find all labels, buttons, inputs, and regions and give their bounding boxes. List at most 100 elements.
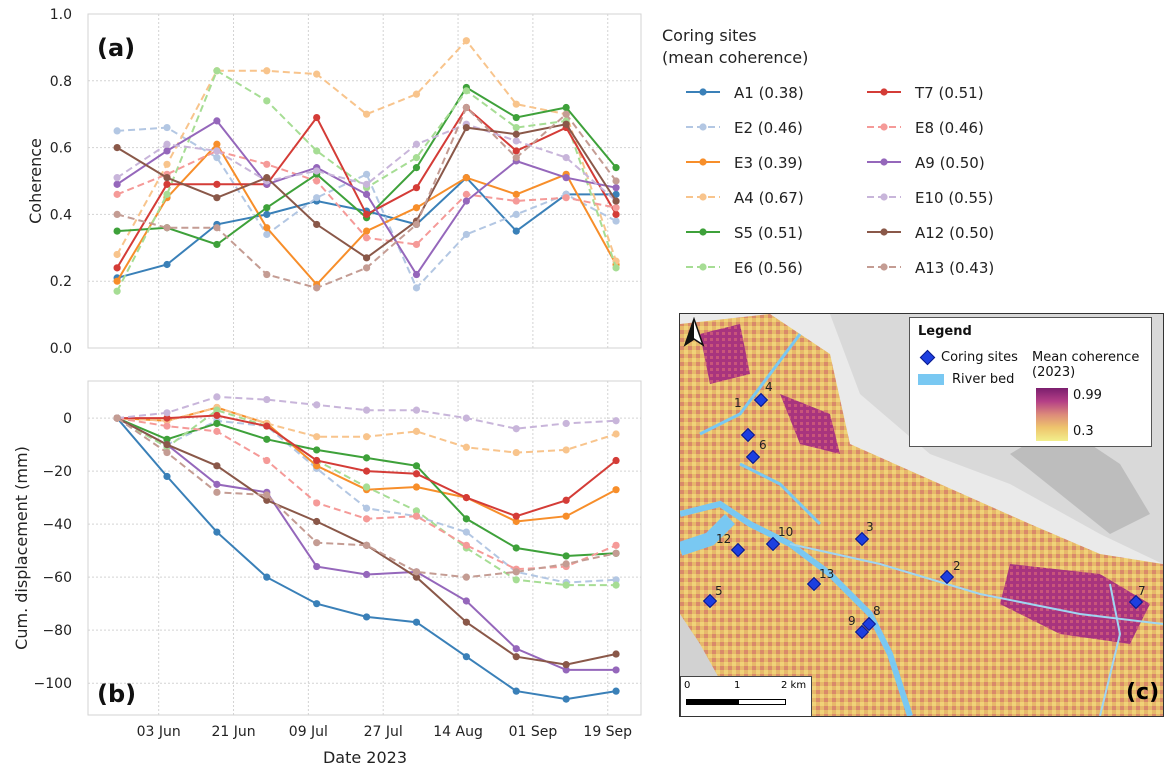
data-point [362, 433, 371, 441]
data-point [313, 539, 321, 547]
data-point [113, 127, 121, 135]
y-tick-label: 0.8 [50, 74, 72, 90]
data-point [213, 147, 221, 155]
data-point [213, 67, 221, 75]
data-point [362, 210, 371, 218]
data-point [213, 419, 221, 428]
site-label: 2 [953, 559, 961, 573]
data-point [462, 37, 470, 45]
data-point [213, 240, 221, 249]
data-point [612, 650, 620, 658]
data-point [213, 180, 221, 188]
data-point [612, 581, 620, 589]
data-point [113, 227, 121, 235]
site-label: 9 [848, 614, 856, 628]
data-point [213, 528, 221, 536]
legend-entry-A12: A12 (0.50) [867, 224, 994, 242]
legend-label: A12 (0.50) [915, 224, 994, 242]
data-point [313, 462, 321, 470]
colorbar-title-line2: (2023) [1032, 365, 1076, 380]
data-point [512, 123, 520, 132]
scale-bar: 0 1 2 km [680, 676, 812, 716]
data-point [612, 197, 620, 205]
data-point [612, 204, 620, 212]
data-point [412, 568, 421, 576]
data-point [313, 446, 321, 454]
data-point [512, 448, 520, 457]
data-point [213, 406, 221, 414]
site-label: 4 [765, 380, 773, 394]
y-tick-label: −60 [42, 570, 72, 586]
data-point [462, 597, 470, 605]
data-point [362, 613, 371, 621]
data-point [512, 100, 520, 108]
data-point [362, 234, 371, 242]
data-point [362, 110, 371, 118]
data-point [512, 113, 520, 122]
data-point [412, 470, 421, 478]
panel-a-coherence: 0.0 0.2 0.4 0.6 0.8 1.0 (a) Coherence [26, 7, 642, 357]
data-point [163, 160, 171, 168]
data-point [263, 224, 271, 232]
data-point [113, 180, 121, 188]
data-point [412, 284, 421, 292]
data-point [313, 456, 321, 465]
data-point [362, 570, 371, 579]
data-point [163, 190, 171, 198]
scale-tick: 2 km [781, 680, 807, 691]
data-point [612, 666, 620, 674]
scale-tick: 1 [734, 680, 741, 691]
map-legend: Legend Coring sites River bed Mean coher… [909, 317, 1152, 447]
data-point [512, 227, 520, 235]
data-point [512, 137, 520, 145]
scale-tick: 0 [684, 680, 691, 691]
legend: Coring sites (mean coherence) A1 (0.38) T… [662, 26, 994, 277]
data-point [612, 177, 620, 185]
data-point [213, 488, 221, 496]
data-point [163, 180, 171, 188]
data-point [462, 528, 470, 536]
data-point [462, 414, 470, 422]
data-point [562, 154, 570, 162]
data-point [412, 90, 421, 98]
colorbar [1036, 388, 1068, 441]
data-point [462, 123, 470, 132]
data-point [113, 414, 121, 422]
data-point [562, 552, 570, 560]
data-point [313, 167, 321, 175]
colorbar-max: 0.99 [1073, 388, 1102, 403]
data-point [362, 190, 371, 198]
data-point [412, 220, 421, 229]
data-point [263, 160, 271, 168]
site-label: 10 [778, 525, 794, 539]
legend-label: E10 (0.55) [915, 189, 993, 207]
legend-label: S5 (0.51) [734, 224, 803, 242]
data-point [512, 687, 520, 695]
series-A13 [113, 103, 620, 292]
data-point [612, 217, 620, 225]
data-point [362, 454, 371, 462]
data-point [313, 600, 321, 608]
data-point [612, 456, 620, 465]
data-point [412, 507, 421, 515]
y-tick-label: −100 [34, 676, 72, 692]
x-tick-label: 09 Jul [289, 724, 328, 740]
data-point [263, 435, 271, 443]
data-point [362, 467, 371, 475]
data-point [562, 695, 570, 703]
legend-marker [699, 158, 707, 166]
series-line [116, 395, 617, 430]
y-tick-label: 0.0 [50, 341, 72, 357]
data-point [163, 140, 171, 148]
x-tick-label: 03 Jun [137, 724, 181, 740]
panel-b-displacement: 0 −20 −40 −60 −80 −100 03 Jun 21 Jun 09 Jul 27 Ju… [12, 380, 642, 767]
data-point [462, 618, 470, 626]
data-point [512, 568, 520, 576]
data-point [362, 254, 371, 262]
data-point [263, 210, 271, 218]
data-point [213, 427, 221, 435]
data-point [213, 393, 221, 401]
data-point [612, 541, 620, 549]
data-point [263, 67, 271, 75]
